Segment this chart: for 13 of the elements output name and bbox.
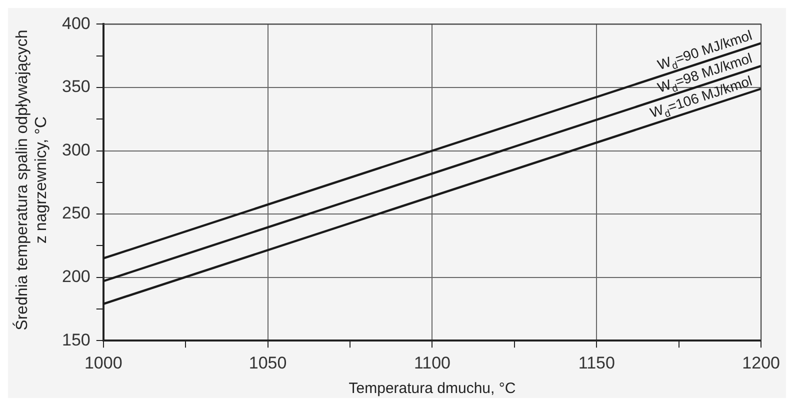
x-tick-label: 1000 <box>84 353 122 372</box>
y-tick-label: 350 <box>62 77 90 96</box>
x-tick-label: 1050 <box>248 353 287 372</box>
y-tick-label: 300 <box>62 140 90 160</box>
y-tick-label: 250 <box>62 204 90 223</box>
x-tick-label: 1100 <box>414 353 451 372</box>
y-tick-label: 400 <box>62 14 90 33</box>
x-tick-label: 1200 <box>742 353 780 372</box>
y-tick-label: 200 <box>62 267 90 286</box>
y-tick-label: 150 <box>62 330 90 350</box>
y-axis-title: Średnia temperatura spalin odpływających z nagrzewnicy, °C <box>13 28 51 332</box>
x-tick-label: 1150 <box>578 353 615 372</box>
x-axis-title: Temperatura dmuchu, °C <box>348 380 516 398</box>
